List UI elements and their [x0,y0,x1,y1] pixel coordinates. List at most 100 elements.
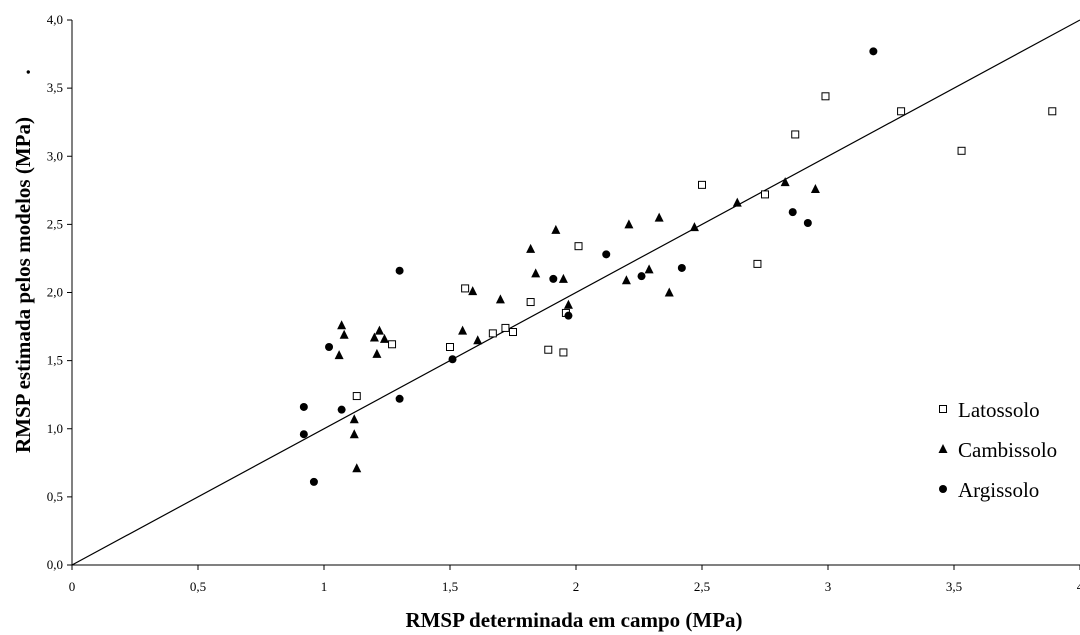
point-cambissolo [337,320,347,330]
point-cambissolo [458,325,468,335]
point-latossolo [1048,107,1057,116]
y-tick-label: 1,5 [47,353,63,368]
point-latossolo [509,328,517,337]
point-cambissolo [654,212,664,222]
point-latossolo [559,348,568,357]
one-to-one-line [71,19,1080,566]
point-argissolo [637,272,646,281]
legend-marker-cambissolo [938,444,948,453]
point-cambissolo [473,335,483,345]
y-axis-title: RMSP estimada pelos modelos (MPa) [11,117,35,453]
legend-label-argissolo: Argissolo [958,478,1039,502]
legend-marker-latossolo [939,405,947,413]
point-cambissolo [563,299,573,309]
point-cambissolo [558,273,568,283]
legend-marker-argissolo [939,485,947,493]
point-latossolo [957,146,966,155]
point-latossolo [544,345,553,354]
point-latossolo [488,329,497,338]
point-cambissolo [369,332,379,342]
series-latossolo [352,92,1057,401]
point-argissolo [299,430,308,439]
x-axis-ticks: 0 0,5 1 1,5 2 2,5 3 3,5 4 [69,565,1080,594]
point-cambissolo [551,224,561,234]
y-tick-label: 4,0 [47,12,63,27]
x-tick-label: 3 [825,579,832,594]
point-cambissolo [689,222,699,232]
legend-label-latossolo: Latossolo [958,398,1040,422]
x-tick-label: 4 [1077,579,1080,594]
point-latossolo [461,284,470,293]
point-argissolo [395,394,404,403]
x-tick-label: 1,5 [442,579,458,594]
x-tick-label: 0 [69,579,76,594]
point-latossolo [897,107,906,116]
point-argissolo [395,266,404,275]
point-latossolo [574,242,583,251]
point-cambissolo [810,183,820,193]
point-latossolo [761,190,769,199]
y-tick-label: 0,0 [47,557,63,572]
series-cambissolo [334,177,820,473]
series-argissolo [299,47,878,486]
y-tick-label: 3,5 [47,80,63,95]
point-cambissolo [780,177,790,187]
y-tick-label: 2,0 [47,285,63,300]
legend-label-cambissolo: Cambissolo [958,438,1057,462]
point-cambissolo [664,287,674,297]
point-argissolo [602,250,611,259]
point-argissolo [677,263,686,272]
x-tick-label: 1 [321,579,328,594]
point-argissolo [564,311,573,320]
point-cambissolo [732,197,742,207]
y-tick-label: 1,0 [47,421,63,436]
point-latossolo [698,180,706,189]
point-argissolo [325,343,334,351]
point-argissolo [869,47,878,56]
point-cambissolo [624,219,634,229]
y-axis-title-suffix: . [11,69,35,74]
point-argissolo [549,274,558,283]
point-argissolo [803,219,812,228]
y-axis-ticks: 0,0 0,5 1,0 1,5 2,0 2,5 3,0 3,5 4,0 [47,12,72,572]
point-argissolo [299,402,308,411]
point-latossolo [446,343,454,351]
y-tick-label: 0,5 [47,489,63,504]
point-argissolo [309,477,318,486]
point-cambissolo [352,463,362,473]
point-argissolo [448,355,457,364]
point-latossolo [526,298,535,307]
point-latossolo [821,92,830,101]
point-cambissolo [372,348,382,358]
y-tick-label: 3,0 [47,148,63,163]
point-latossolo [501,323,510,332]
point-cambissolo [339,329,349,339]
point-cambissolo [334,350,344,360]
point-cambissolo [526,243,536,253]
point-cambissolo [349,414,359,424]
point-cambissolo [495,294,505,304]
data-points [299,47,1057,486]
x-tick-label: 2,5 [694,579,710,594]
point-cambissolo [531,268,541,278]
point-argissolo [788,208,797,217]
y-tick-label: 2,5 [47,216,63,231]
point-cambissolo [644,264,654,274]
point-latossolo [753,259,762,268]
point-latossolo [388,340,397,349]
x-tick-label: 3,5 [946,579,962,594]
point-cambissolo [379,333,389,343]
x-axis-title: RMSP determinada em campo (MPa) [405,608,742,632]
x-tick-label: 0,5 [190,579,206,594]
x-tick-label: 2 [573,579,580,594]
point-cambissolo [374,325,384,335]
point-cambissolo [468,286,478,296]
point-cambissolo [621,275,631,285]
plot-area: 0 0,5 1 1,5 2 2,5 3 3,5 4 0,0 0,5 1,0 1,5 2,0 2,5 3,0 3… [47,12,1080,594]
point-cambissolo [349,429,359,439]
legend: Latossolo Cambissolo Argissolo [938,398,1057,502]
point-latossolo [791,130,800,139]
point-argissolo [337,405,346,414]
point-latossolo [352,392,361,401]
